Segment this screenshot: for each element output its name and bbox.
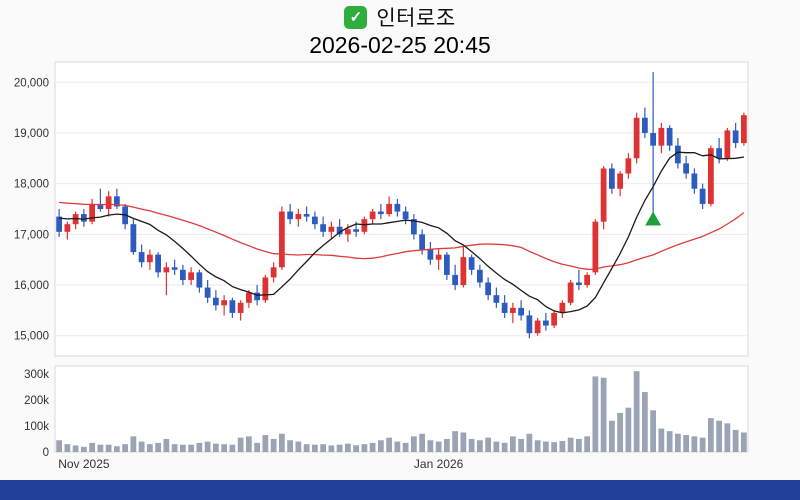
price-volume-chart: 20,000 19,000 18,000 17,000 16,000 15,000 300k… xyxy=(14,61,749,471)
chart-header: ✓ 인터로조 2026-02-25 20:45 xyxy=(0,3,800,59)
check-icon: ✓ xyxy=(344,5,368,29)
svg-text:300k: 300k xyxy=(24,369,49,381)
svg-text:18,000: 18,000 xyxy=(14,179,49,191)
bottom-bar xyxy=(0,480,800,500)
svg-text:0: 0 xyxy=(43,447,49,459)
svg-text:Jan 2026: Jan 2026 xyxy=(414,457,464,471)
check-glyph: ✓ xyxy=(349,8,363,26)
svg-text:17,000: 17,000 xyxy=(14,229,49,241)
svg-text:20,000: 20,000 xyxy=(14,77,49,89)
title-row: ✓ 인터로조 xyxy=(0,3,800,31)
svg-text:16,000: 16,000 xyxy=(14,280,49,292)
stock-title: 인터로조 xyxy=(376,7,456,30)
chart-datetime: 2026-02-25 20:45 xyxy=(309,32,491,58)
svg-text:200k: 200k xyxy=(24,395,49,407)
svg-text:Nov 2025: Nov 2025 xyxy=(58,457,110,471)
svg-text:100k: 100k xyxy=(24,421,49,433)
svg-text:15,000: 15,000 xyxy=(14,331,49,343)
svg-text:19,000: 19,000 xyxy=(14,128,49,140)
